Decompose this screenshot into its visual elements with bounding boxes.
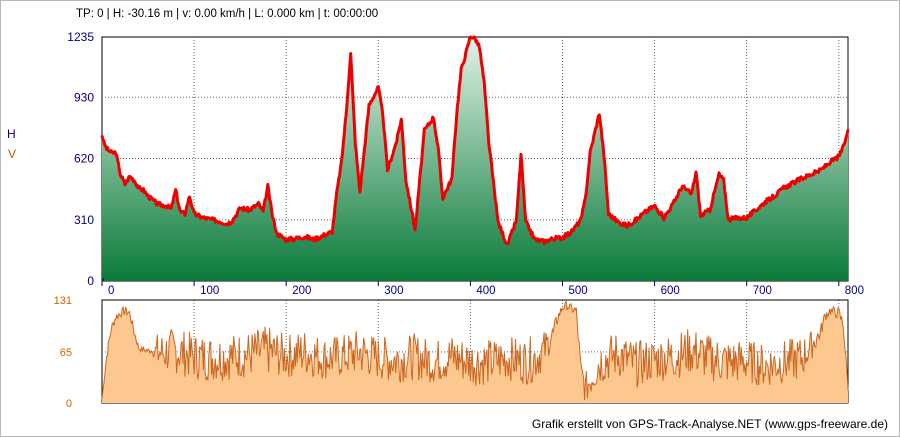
elevation-area [102, 37, 848, 281]
elevation-plot [100, 35, 850, 281]
elevation-axis-label: H [7, 127, 16, 141]
x-tick-label: 400 [476, 285, 495, 297]
x-tick-label: 800 [845, 285, 864, 297]
x-tick-label: 300 [384, 285, 403, 297]
elevation-y-tick-label: 0 [87, 274, 94, 288]
elevation-line [100, 35, 850, 246]
x-tick-label: 700 [753, 285, 772, 297]
speed-y-tick-label: 0 [66, 398, 72, 410]
x-tick-label: 0 [108, 285, 114, 297]
speed-axis-label: V [8, 147, 17, 161]
credit-text: Grafik erstellt von GPS-Track-Analyse.NE… [531, 417, 888, 431]
speed-line [101, 300, 849, 401]
elevation-y-tick-label: 930 [74, 90, 94, 104]
elevation-y-tick-label: 1235 [67, 30, 94, 44]
elevation-y-tick-label: 620 [74, 152, 94, 166]
speed-plot [101, 300, 849, 403]
speed-axis: 0 65 131 [54, 295, 848, 410]
x-tick-label: 100 [200, 285, 219, 297]
speed-y-tick-label: 131 [54, 295, 72, 307]
x-tick-label: 600 [661, 285, 680, 297]
x-tick-label: 200 [292, 285, 311, 297]
speed-y-tick-label: 65 [60, 347, 72, 359]
status-readout: TP: 0 | H: -30.16 m | v: 0.00 km/h | L: … [76, 8, 379, 20]
elevation-axis: 0 310 620 930 1235 0 100 200 300 400 500 600 700 800 [67, 30, 864, 297]
x-tick-label: 500 [568, 285, 587, 297]
speed-area [102, 301, 848, 403]
elevation-y-tick-label: 310 [74, 213, 94, 227]
